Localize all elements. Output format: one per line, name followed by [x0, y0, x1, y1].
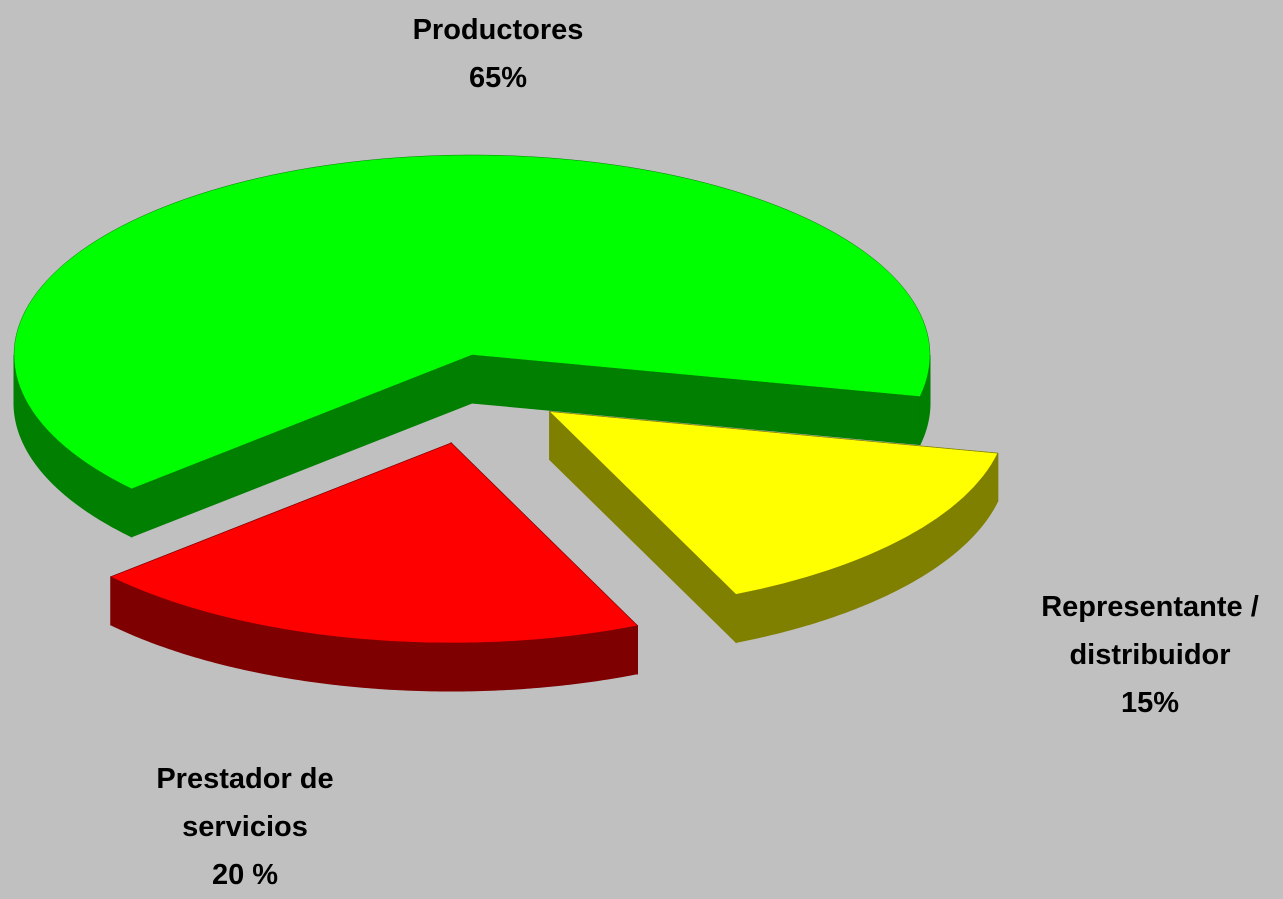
category: Prestador de servicios: [125, 755, 365, 851]
category: Productores: [338, 6, 658, 54]
category: Representante / distribuidor: [1008, 583, 1283, 679]
value-label: 65%: [338, 54, 658, 102]
value-label: 15%: [1008, 679, 1283, 727]
